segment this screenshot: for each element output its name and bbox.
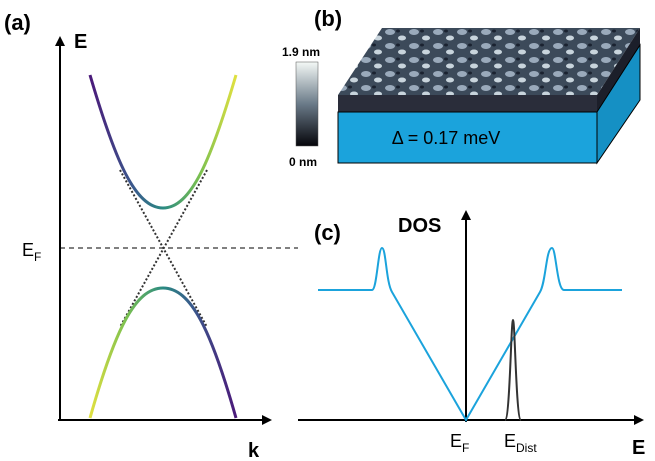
fermi-label: EF xyxy=(22,240,41,264)
axis-label: E xyxy=(632,437,645,459)
text: E xyxy=(504,431,516,451)
film-side xyxy=(597,28,640,112)
dist-peak xyxy=(504,318,522,421)
panel-label: (a) xyxy=(4,10,31,35)
axis-label: DOS xyxy=(398,215,441,237)
panel-label: (b) xyxy=(314,6,342,31)
film-front xyxy=(338,95,597,112)
fermi-label: EF xyxy=(450,431,469,455)
panel-label: (c) xyxy=(314,220,341,245)
dist-label: EDist xyxy=(504,431,537,455)
substrate-front xyxy=(337,111,598,164)
text: F xyxy=(34,250,41,264)
dirac-cone xyxy=(119,169,208,328)
colorbar-label: 1.9 nm xyxy=(282,45,320,59)
panel-b: (b) 1.9 nm 0 nm Δ = 0.17 meV xyxy=(282,6,641,169)
substrate-side xyxy=(596,43,641,165)
upper-band xyxy=(88,74,238,210)
panel-a: (a) E k EF xyxy=(4,10,298,461)
text: F xyxy=(462,441,469,455)
text: Dist xyxy=(516,441,537,455)
surface xyxy=(338,28,640,95)
axis-label: k xyxy=(248,440,260,461)
text: E xyxy=(450,431,462,451)
axis-label: E xyxy=(74,31,87,53)
lower-band xyxy=(88,286,238,419)
colorbar-label: 0 nm xyxy=(289,155,317,169)
dos-curve xyxy=(318,246,622,422)
gap-label: Δ = 0.17 meV xyxy=(392,128,501,148)
panel-c: (c) DOS E EF EDist xyxy=(298,210,645,459)
colorbar xyxy=(295,61,319,147)
text: E xyxy=(22,240,34,260)
